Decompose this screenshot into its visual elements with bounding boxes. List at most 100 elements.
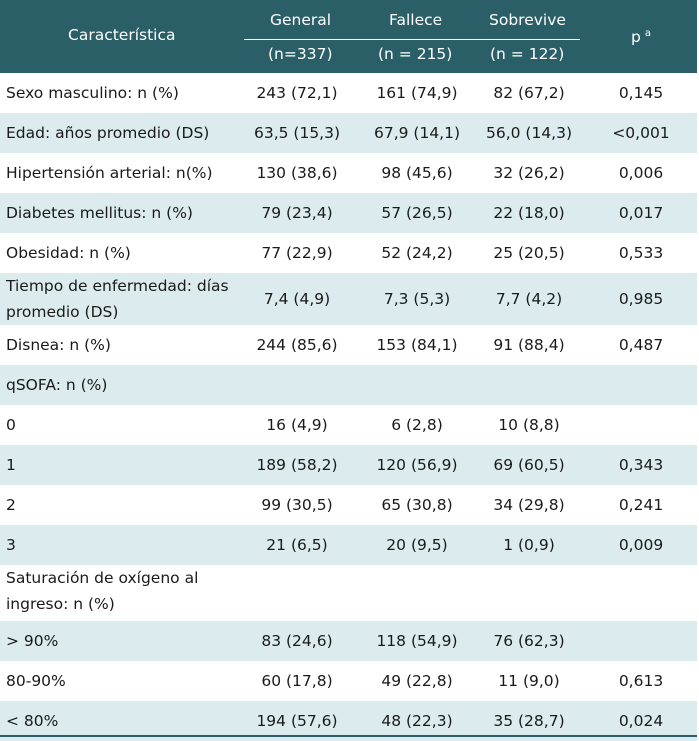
cell-p-value: 0,613 xyxy=(618,672,664,690)
row-label: Saturación de oxígeno al ingreso: n (%) xyxy=(6,565,198,617)
cell-sobrevive: 91 (88,4) xyxy=(493,336,565,354)
row-label: Tiempo de enfermedad: días promedio (DS) xyxy=(6,273,229,325)
cell-p-value: 0,533 xyxy=(618,244,664,262)
cell-sobrevive: 10 (8,8) xyxy=(498,416,560,434)
cell-sobrevive: 34 (29,8) xyxy=(493,496,565,514)
table-row: Obesidad: n (%) 77 (22,9) 52 (24,2) 25 (20,… xyxy=(0,233,697,273)
cell-p-value: <0,001 xyxy=(612,124,670,142)
cell-general: 83 (24,6) xyxy=(261,632,333,650)
cell-fallece: 118 (54,9) xyxy=(376,632,458,650)
table-header: Característica General Fallece Sobrevive… xyxy=(0,0,697,73)
cell-fallece: 20 (9,5) xyxy=(386,536,448,554)
table-row: 2 99 (30,5) 65 (30,8) 34 (29,8) 0,241 xyxy=(0,485,697,525)
cell-general: 189 (58,2) xyxy=(256,456,338,474)
cell-general: 79 (23,4) xyxy=(261,204,333,222)
cell-sobrevive: 32 (26,2) xyxy=(493,164,565,182)
row-label-line2: ingreso: n (%) xyxy=(6,595,115,613)
table-row: Sexo masculino: n (%) 243 (72,1) 161 (74,9… xyxy=(0,73,697,113)
row-label-line2: promedio (DS) xyxy=(6,303,119,321)
cell-sobrevive: 22 (18,0) xyxy=(493,204,565,222)
table-row: qSOFA: n (%) xyxy=(0,365,697,405)
cell-fallece: 65 (30,8) xyxy=(381,496,453,514)
table-row: Saturación de oxígeno al ingreso: n (%) xyxy=(0,565,697,621)
cell-fallece: 6 (2,8) xyxy=(391,416,443,434)
cell-sobrevive: 11 (9,0) xyxy=(498,672,560,690)
cell-p-value: 0,006 xyxy=(618,164,664,182)
row-label-line1: Saturación de oxígeno al xyxy=(6,569,199,587)
row-label: Diabetes mellitus: n (%) xyxy=(6,204,193,222)
cell-fallece: 67,9 (14,1) xyxy=(373,124,461,142)
header-fallece: Fallece xyxy=(389,11,443,29)
row-label: 3 xyxy=(6,536,16,554)
table-body: Sexo masculino: n (%) 243 (72,1) 161 (74,9… xyxy=(0,73,697,741)
cell-general: 16 (4,9) xyxy=(266,416,328,434)
cell-fallece: 57 (26,5) xyxy=(381,204,453,222)
cell-sobrevive: 1 (0,9) xyxy=(503,536,555,554)
row-label: 1 xyxy=(6,456,16,474)
cell-general: 194 (57,6) xyxy=(256,712,338,730)
cell-general: 243 (72,1) xyxy=(256,84,338,102)
table-row: Disnea: n (%) 244 (85,6) 153 (84,1) 91 (88,… xyxy=(0,325,697,365)
cell-p-value: 0,985 xyxy=(618,290,664,308)
table-row: Tiempo de enfermedad: días promedio (DS) 7… xyxy=(0,273,697,325)
row-label: 0 xyxy=(6,416,16,434)
table-row: Diabetes mellitus: n (%) 79 (23,4) 57 (26,… xyxy=(0,193,697,233)
cell-fallece: 7,3 (5,3) xyxy=(383,290,451,308)
row-label: Hipertensión arterial: n(%) xyxy=(6,164,213,182)
cell-sobrevive: 82 (67,2) xyxy=(493,84,565,102)
table-row: 3 21 (6,5) 20 (9,5) 1 (0,9) 0,009 xyxy=(0,525,697,565)
cell-general: 21 (6,5) xyxy=(266,536,328,554)
cell-sobrevive: 69 (60,5) xyxy=(493,456,565,474)
cell-general: 63,5 (15,3) xyxy=(253,124,341,142)
table-row: 1 189 (58,2) 120 (56,9) 69 (60,5) 0,343 xyxy=(0,445,697,485)
cell-fallece: 48 (22,3) xyxy=(381,712,453,730)
cell-sobrevive: 7,7 (4,2) xyxy=(495,290,563,308)
table-row: Hipertensión arterial: n(%) 130 (38,6) 98 … xyxy=(0,153,697,193)
cell-fallece: 120 (56,9) xyxy=(376,456,458,474)
cell-general: 7,4 (4,9) xyxy=(263,290,331,308)
cell-p-value: 0,487 xyxy=(618,336,664,354)
cell-fallece: 98 (45,6) xyxy=(381,164,453,182)
row-label-line1: Tiempo de enfermedad: días xyxy=(6,277,229,295)
row-label: Obesidad: n (%) xyxy=(6,244,131,262)
cell-fallece: 52 (24,2) xyxy=(381,244,453,262)
cell-general: 60 (17,8) xyxy=(261,672,333,690)
row-label: Edad: años promedio (DS) xyxy=(6,124,210,142)
header-sobrevive: Sobrevive xyxy=(489,11,566,29)
cell-general: 99 (30,5) xyxy=(261,496,333,514)
cell-general: 244 (85,6) xyxy=(256,336,338,354)
cell-fallece: 153 (84,1) xyxy=(376,336,458,354)
header-p-superscript: a xyxy=(644,28,651,39)
row-label: > 90% xyxy=(6,632,59,650)
table-row: > 90% 83 (24,6) 118 (54,9) 76 (62,3) xyxy=(0,621,697,661)
header-n-fallece: (n = 215) xyxy=(378,45,453,63)
cell-sobrevive: 35 (28,7) xyxy=(493,712,565,730)
cell-p-value: 0,343 xyxy=(618,456,664,474)
cell-p-value: 0,017 xyxy=(618,204,664,222)
table-bottom-rule xyxy=(0,735,697,737)
table-row: 80-90% 60 (17,8) 49 (22,8) 11 (9,0) 0,613 xyxy=(0,661,697,701)
row-label: Disnea: n (%) xyxy=(6,336,111,354)
cell-sobrevive: 25 (20,5) xyxy=(493,244,565,262)
header-n-sobrevive: (n = 122) xyxy=(490,45,565,63)
cell-p-value: 0,024 xyxy=(618,712,664,730)
row-label: qSOFA: n (%) xyxy=(6,376,108,394)
table-row: Edad: años promedio (DS) 63,5 (15,3) 67,9 … xyxy=(0,113,697,153)
cell-fallece: 49 (22,8) xyxy=(381,672,453,690)
cell-general: 77 (22,9) xyxy=(261,244,333,262)
header-p-text: p xyxy=(631,28,641,47)
cell-general: 130 (38,6) xyxy=(256,164,338,182)
cell-fallece: 161 (74,9) xyxy=(376,84,458,102)
cell-p-value: 0,145 xyxy=(618,84,664,102)
page-right-margin xyxy=(697,0,699,739)
row-label: < 80% xyxy=(6,712,59,730)
table-row: 0 16 (4,9) 6 (2,8) 10 (8,8) xyxy=(0,405,697,445)
header-divider xyxy=(244,39,580,40)
cell-p-value: 0,009 xyxy=(618,536,664,554)
header-caracteristica: Característica xyxy=(68,26,176,44)
cell-p-value: 0,241 xyxy=(618,496,664,514)
row-label: Sexo masculino: n (%) xyxy=(6,84,179,102)
cell-sobrevive: 76 (62,3) xyxy=(493,632,565,650)
